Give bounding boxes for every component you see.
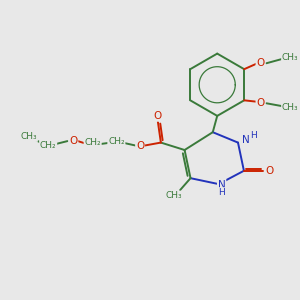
Text: O: O [265,166,273,176]
Text: CH₃: CH₃ [21,132,37,141]
Text: O: O [256,98,265,108]
Text: H: H [218,188,224,197]
Text: N: N [218,180,226,190]
Text: O: O [69,136,77,146]
Text: CH₂: CH₂ [108,136,125,146]
Text: CH₂: CH₂ [40,141,56,150]
Text: N: N [242,135,249,145]
Text: O: O [136,141,144,151]
Text: O: O [256,58,265,68]
Text: CH₂: CH₂ [84,138,101,147]
Text: CH₃: CH₃ [282,53,298,62]
Text: H: H [250,131,257,140]
Text: CH₃: CH₃ [166,191,182,200]
Text: O: O [154,111,162,121]
Text: CH₃: CH₃ [282,103,298,112]
